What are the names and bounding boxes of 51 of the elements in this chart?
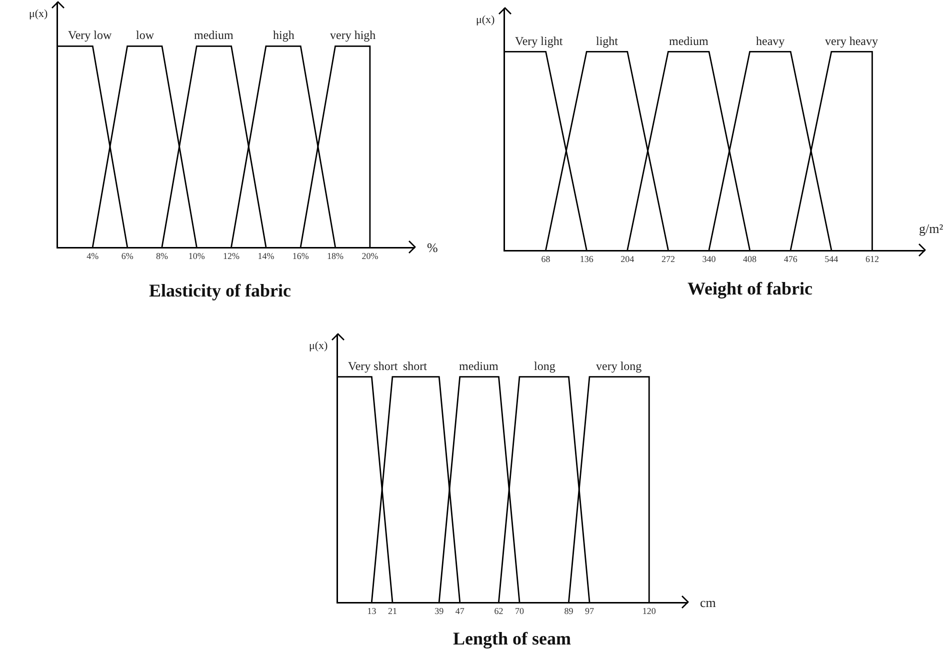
- text: Elasticity of fabric: [149, 280, 291, 300]
- series-label: very high: [330, 28, 376, 42]
- series-label: long: [534, 359, 556, 373]
- x-tick-label: 16%: [292, 251, 310, 262]
- x-tick-label: 120: [642, 606, 656, 616]
- x-tick-label: 97: [584, 606, 594, 616]
- series-label: medium: [669, 34, 709, 48]
- x-tick-label: 544: [824, 254, 839, 264]
- x-tick-label: 21: [388, 606, 397, 616]
- x-axis-title: %: [427, 240, 438, 255]
- x-tick-label: 39: [434, 606, 444, 616]
- x-tick-label: 20%: [362, 251, 379, 262]
- x-tick-label: 612: [865, 254, 879, 264]
- x-axis-title: cm: [700, 595, 716, 610]
- x-tick-label: 4%: [86, 251, 100, 262]
- y-axis-title: μ(x): [29, 8, 48, 20]
- series-label: medium: [459, 359, 499, 373]
- y-axis-title: μ(x): [309, 340, 328, 352]
- series-label: very heavy: [825, 34, 878, 48]
- series-label: light: [596, 34, 619, 48]
- x-tick-label: 408: [743, 254, 758, 264]
- x-tick-label: 14%: [258, 251, 275, 262]
- series-label: Very low: [68, 28, 112, 42]
- x-tick-label: 136: [580, 254, 594, 264]
- x-tick-label: 89: [564, 606, 574, 616]
- x-tick-label: 12%: [223, 251, 240, 262]
- series-label: low: [136, 28, 154, 42]
- x-tick-label: 10%: [188, 251, 206, 262]
- text: Weight of fabric: [688, 278, 812, 298]
- series-label: medium: [194, 28, 234, 42]
- x-tick-label: 6%: [121, 251, 134, 262]
- x-tick-label: 476: [784, 254, 798, 264]
- x-tick-label: 272: [661, 254, 675, 264]
- x-tick-label: 204: [620, 254, 635, 264]
- y-axis-title: μ(x): [476, 14, 496, 26]
- series-label: high: [273, 28, 294, 42]
- series-label: very long: [596, 359, 642, 373]
- x-tick-label: 68: [541, 254, 551, 264]
- x-tick-label: 18%: [327, 251, 344, 262]
- x-axis-title: g/m²: [919, 221, 944, 236]
- series-label: heavy: [756, 34, 785, 48]
- text: Length of seam: [453, 628, 571, 648]
- series-label: Very light: [515, 34, 564, 48]
- series-label: short: [403, 359, 428, 373]
- x-tick-label: 70: [514, 606, 524, 616]
- x-tick-label: 340: [702, 254, 716, 264]
- x-tick-label: 47: [455, 606, 465, 616]
- x-tick-label: 8%: [156, 251, 168, 262]
- x-tick-label: 62: [494, 606, 504, 616]
- x-tick-label: 13: [367, 606, 377, 616]
- series-label: Very short: [348, 359, 398, 373]
